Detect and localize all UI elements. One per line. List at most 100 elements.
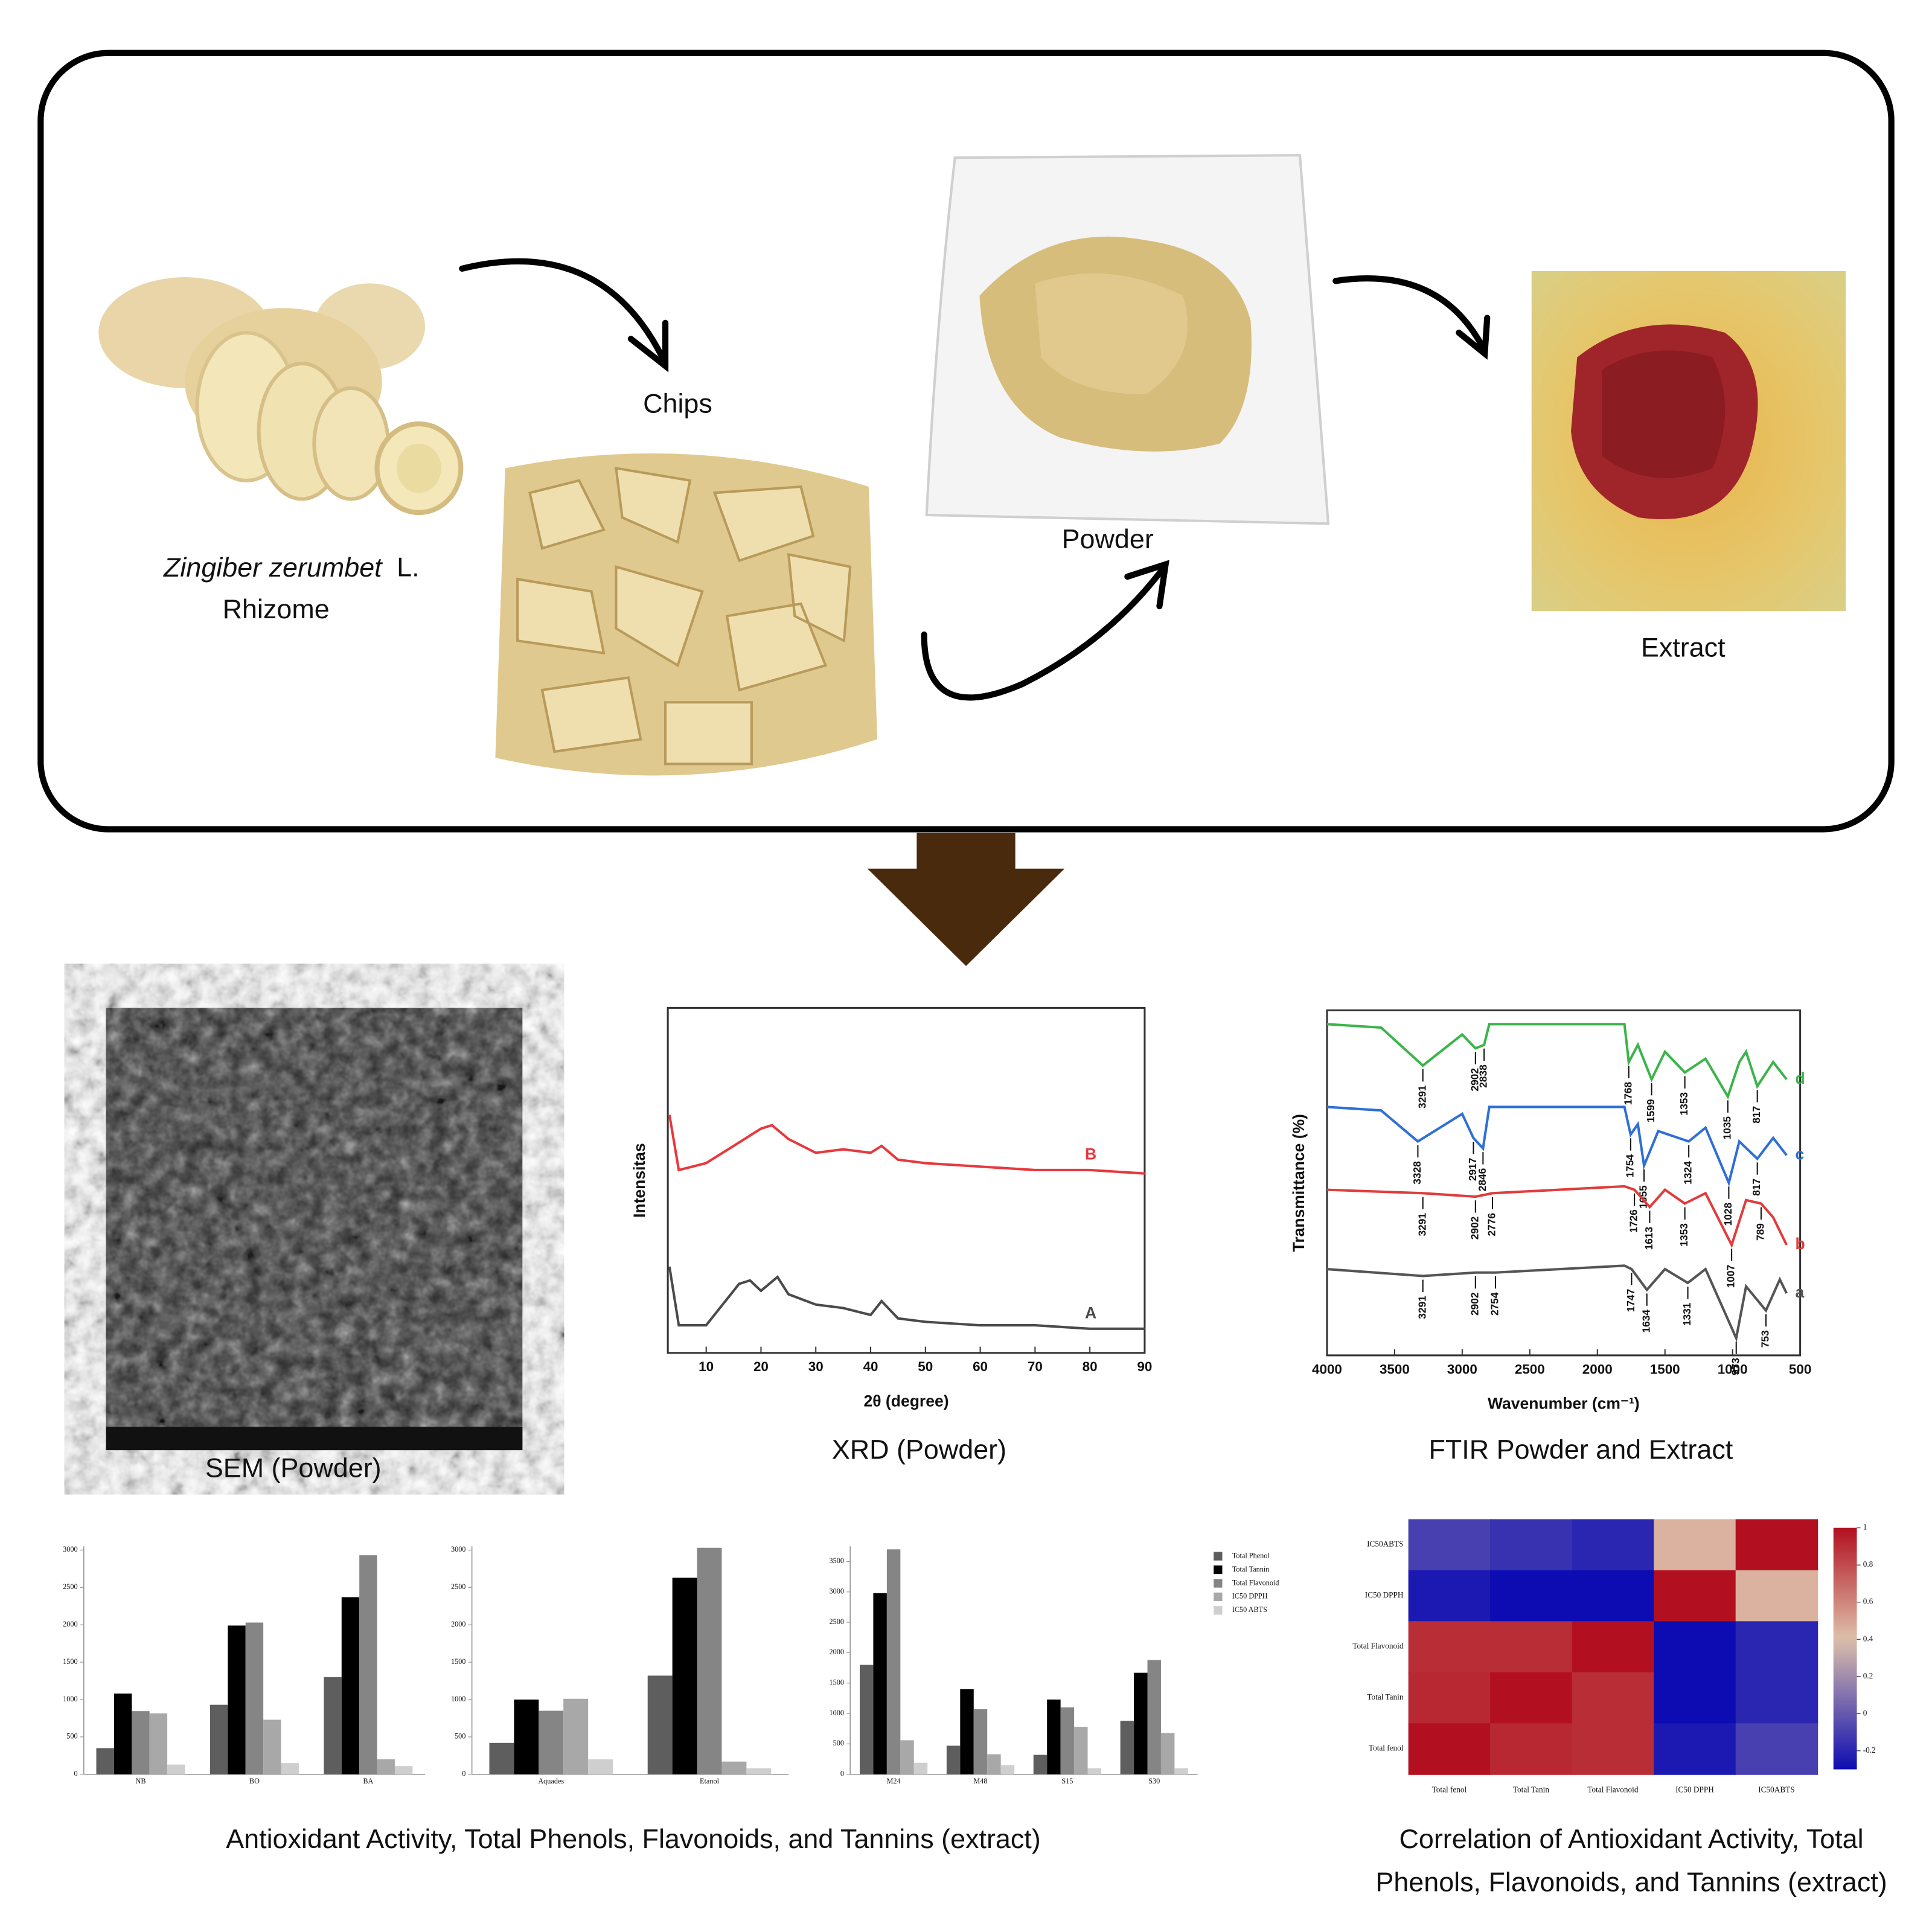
heatmap-caption: Correlation of Antioxidant Activity, Tot… (1399, 1823, 1863, 1854)
chips-image (495, 453, 878, 776)
colorbar-label: 0 (1863, 1708, 1867, 1717)
peak-label: 1353 (1678, 1092, 1690, 1116)
x-tick-label: 50 (918, 1359, 933, 1374)
bar (228, 1625, 246, 1774)
heatmap-cell (1654, 1519, 1736, 1571)
legend-label: Total Flavonoid (1232, 1578, 1279, 1587)
legend-label: IC50 DPPH (1232, 1592, 1268, 1601)
heatmap-cell (1490, 1672, 1573, 1724)
series-name: B (1085, 1145, 1096, 1163)
col-label: Total fenol (1432, 1785, 1467, 1794)
y-tick-label: 0 (840, 1770, 844, 1778)
powder-image (925, 154, 1330, 525)
peak-label: 1613 (1643, 1226, 1655, 1250)
peak-label: 789 (1754, 1223, 1767, 1241)
x-tick-label: 10 (699, 1359, 714, 1374)
heatmap-cell (1408, 1672, 1491, 1724)
bar (341, 1597, 360, 1774)
bar (1147, 1660, 1161, 1774)
peak-label: 2846 (1476, 1168, 1488, 1191)
x-tick-label: 1000 (1718, 1361, 1748, 1377)
heatmap-cell (1490, 1723, 1573, 1775)
xrd-caption: XRD (Powder) (832, 1434, 1006, 1465)
peak-label: 3328 (1411, 1161, 1423, 1185)
series-name: b (1796, 1235, 1805, 1253)
peak-label: 2902 (1468, 1292, 1480, 1316)
x-tick-label: 4000 (1312, 1361, 1342, 1377)
ftir-caption: FTIR Powder and Extract (1428, 1434, 1733, 1465)
sem-caption: SEM (Powder) (205, 1453, 382, 1483)
heatmap-cell (1735, 1723, 1818, 1775)
bar (1060, 1707, 1075, 1774)
bar (263, 1719, 281, 1774)
plot-frame (667, 1006, 1146, 1354)
bar (1074, 1727, 1088, 1774)
y-tick-label: 1000 (451, 1695, 465, 1703)
peak-label: 2902 (1468, 1217, 1480, 1240)
legend-label: Total Tannin (1232, 1565, 1270, 1573)
x-tick-label: 40 (863, 1359, 878, 1374)
bar (377, 1759, 395, 1774)
y-tick-label: 1500 (63, 1657, 77, 1666)
extract-image (1531, 270, 1846, 612)
bar (1087, 1768, 1101, 1774)
series-line (668, 1115, 1145, 1175)
y-tick-label: 2000 (63, 1620, 77, 1628)
bar (514, 1699, 539, 1774)
x-tick-label: 1500 (1650, 1361, 1680, 1377)
series-name: c (1796, 1145, 1805, 1163)
bar (697, 1547, 722, 1774)
bar (324, 1677, 342, 1774)
legend-swatch (1214, 1552, 1223, 1561)
row-label: IC50 DPPH (1365, 1590, 1404, 1599)
bar (946, 1745, 961, 1774)
series-line (1326, 1185, 1788, 1249)
bar (672, 1578, 697, 1774)
process-frame (37, 50, 1895, 833)
peak-label: 1747 (1625, 1289, 1637, 1313)
bar (913, 1762, 928, 1774)
heatmap-cell (1572, 1519, 1655, 1571)
legend-swatch (1214, 1592, 1223, 1602)
legend-label: Total Phenol (1232, 1551, 1270, 1559)
category-label: M48 (973, 1777, 987, 1785)
row-label: IC50ABTS (1367, 1540, 1403, 1549)
bar (281, 1763, 299, 1774)
col-label: Total Flavonoid (1587, 1785, 1638, 1794)
sem-image (106, 1008, 523, 1451)
col-label: Total Tanin (1513, 1785, 1549, 1794)
y-tick-label: 2000 (829, 1648, 843, 1656)
bar (1033, 1754, 1048, 1774)
rhizome-label: Rhizome (223, 593, 330, 624)
process-arrows (459, 258, 1491, 701)
peak-label: 3291 (1416, 1213, 1428, 1236)
y-tick-label: 500 (455, 1732, 465, 1741)
powder-label: Powder (1062, 523, 1154, 554)
species-label: Zingiber zerumbet (163, 552, 383, 583)
bar (647, 1675, 673, 1774)
chips-label: Chips (643, 388, 712, 418)
x-tick-label: 2500 (1515, 1361, 1545, 1377)
y-axis-label: Transmittance (%) (1290, 1114, 1308, 1252)
heatmap-cell (1490, 1570, 1573, 1622)
category-label: M24 (887, 1777, 901, 1785)
peak-label: 973 (1729, 1358, 1741, 1375)
series-name: d (1796, 1069, 1805, 1087)
x-tick-label: 60 (973, 1359, 988, 1374)
peak-label: 1035 (1721, 1116, 1733, 1140)
peak-label: 1028 (1722, 1202, 1734, 1226)
row-label: Total fenol (1369, 1744, 1404, 1753)
heatmap-cell (1572, 1723, 1655, 1775)
colorbar-label: 0.8 (1863, 1559, 1873, 1569)
heatmap-cell (1408, 1519, 1491, 1571)
y-tick-label: 1000 (63, 1695, 77, 1703)
heatmap-cell (1572, 1570, 1655, 1622)
bar (1000, 1765, 1015, 1774)
legend-swatch (1214, 1606, 1223, 1615)
heatmap-cell (1654, 1672, 1736, 1724)
heatmap-cell (1654, 1723, 1736, 1775)
bar (900, 1740, 914, 1774)
y-axis-label: Intensitas (630, 1143, 648, 1218)
peak-label: 1634 (1640, 1310, 1652, 1333)
